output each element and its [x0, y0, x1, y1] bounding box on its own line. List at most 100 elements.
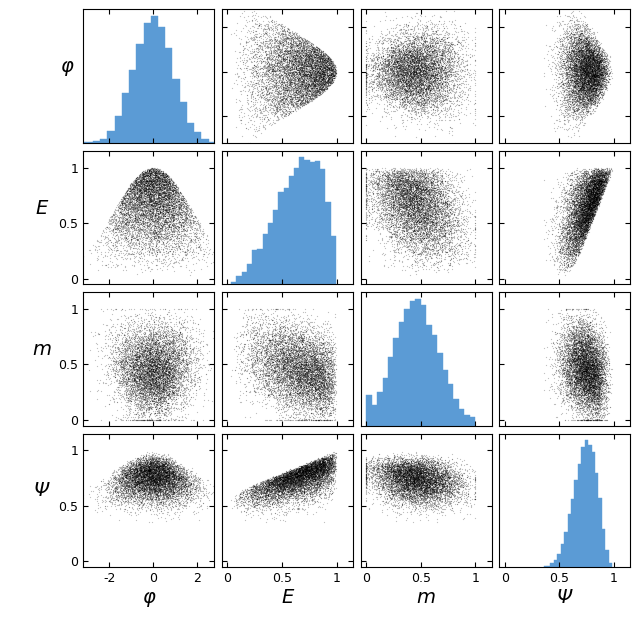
Point	[431, 80, 442, 90]
Point	[584, 77, 595, 87]
Point	[251, 61, 261, 71]
Point	[401, 94, 412, 105]
Point	[383, 66, 393, 76]
Point	[294, 474, 304, 484]
Point	[594, 194, 604, 204]
Point	[449, 69, 459, 79]
Point	[588, 54, 598, 64]
Point	[593, 190, 603, 200]
Point	[253, 368, 264, 378]
Point	[319, 365, 329, 375]
Point	[566, 77, 576, 88]
Point	[143, 169, 154, 180]
Point	[594, 88, 604, 98]
Point	[303, 335, 313, 345]
Point	[327, 343, 337, 353]
Point	[582, 50, 593, 60]
Point	[161, 473, 172, 483]
Point	[447, 197, 458, 207]
Point	[415, 485, 426, 495]
Point	[311, 354, 321, 364]
Point	[580, 212, 591, 222]
Point	[415, 474, 426, 484]
Point	[116, 319, 126, 329]
Point	[162, 479, 172, 490]
Point	[144, 454, 154, 464]
Point	[152, 477, 162, 487]
Point	[174, 200, 184, 210]
Point	[263, 475, 273, 485]
Point	[458, 499, 468, 509]
Point	[307, 63, 317, 73]
Point	[442, 208, 452, 218]
Point	[382, 450, 392, 460]
Point	[294, 88, 304, 98]
Point	[586, 87, 596, 97]
Point	[294, 464, 304, 474]
Point	[568, 243, 579, 253]
Point	[396, 502, 406, 512]
Point	[570, 240, 580, 250]
Point	[169, 386, 179, 396]
Point	[423, 200, 433, 210]
Point	[596, 346, 607, 357]
Point	[284, 472, 294, 482]
Point	[284, 68, 294, 78]
Point	[569, 254, 579, 264]
Point	[404, 229, 415, 239]
Point	[274, 42, 284, 52]
Point	[285, 469, 296, 479]
Point	[397, 173, 408, 183]
Point	[120, 482, 130, 492]
Point	[296, 86, 307, 96]
Point	[586, 364, 596, 374]
Point	[420, 178, 430, 188]
Point	[420, 488, 431, 498]
Point	[570, 350, 580, 360]
Point	[294, 69, 304, 79]
Point	[308, 461, 319, 471]
Point	[431, 32, 442, 42]
Point	[298, 388, 308, 398]
Point	[311, 386, 321, 396]
Point	[583, 197, 593, 207]
Point	[407, 55, 417, 65]
Point	[407, 484, 417, 494]
Point	[572, 181, 582, 191]
Point	[429, 464, 439, 474]
Point	[166, 194, 177, 204]
Point	[325, 456, 335, 466]
Point	[161, 353, 172, 363]
Point	[566, 194, 577, 204]
Point	[122, 470, 132, 480]
Point	[260, 375, 271, 386]
Point	[268, 357, 278, 367]
Point	[450, 76, 460, 86]
Point	[389, 34, 399, 44]
Point	[386, 51, 396, 61]
Point	[565, 234, 575, 244]
Point	[286, 357, 296, 367]
Point	[150, 350, 161, 360]
Point	[405, 184, 415, 194]
Point	[163, 486, 173, 496]
Point	[431, 217, 442, 227]
Point	[294, 481, 304, 491]
Point	[416, 493, 426, 503]
Point	[388, 470, 398, 480]
Point	[580, 332, 591, 342]
Point	[153, 332, 163, 342]
Point	[588, 172, 598, 182]
Point	[559, 222, 569, 232]
Point	[176, 220, 186, 230]
Point	[292, 98, 303, 108]
Point	[584, 181, 595, 192]
Point	[304, 478, 314, 488]
Point	[413, 238, 424, 248]
Point	[149, 357, 159, 367]
Point	[141, 455, 151, 466]
Point	[294, 78, 305, 88]
Point	[291, 335, 301, 345]
Point	[406, 72, 416, 82]
Point	[429, 476, 439, 486]
